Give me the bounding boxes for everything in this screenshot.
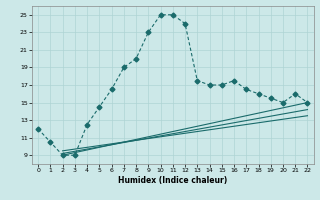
X-axis label: Humidex (Indice chaleur): Humidex (Indice chaleur) bbox=[118, 176, 228, 185]
